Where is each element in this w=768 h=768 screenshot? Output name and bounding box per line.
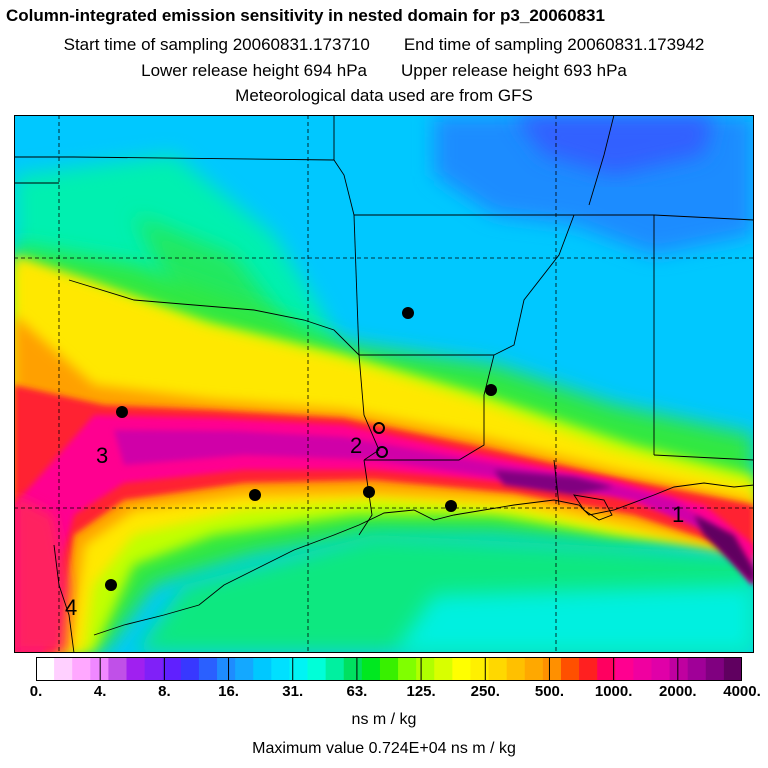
sampling-times: Start time of sampling 20060831.173710 En… bbox=[0, 35, 768, 55]
colorbar-cell bbox=[560, 657, 580, 681]
colorbar-cell bbox=[289, 657, 309, 681]
colorbar-cell bbox=[633, 657, 652, 681]
site-label-2: 2 bbox=[350, 433, 362, 458]
colorbar-cell bbox=[470, 657, 490, 681]
colorbar-cell bbox=[343, 657, 363, 681]
colorbar-tick-label: 31. bbox=[282, 683, 304, 700]
site-label-4: 4 bbox=[65, 595, 77, 620]
colorbar-cell bbox=[524, 657, 544, 681]
release-point-marker bbox=[373, 422, 385, 434]
colorbar-units: ns m / kg bbox=[351, 711, 417, 728]
end-time-label: End time of sampling 20060831.173942 bbox=[403, 35, 705, 54]
colorbar-tick-label: 8. bbox=[158, 683, 171, 700]
colorbar-cell bbox=[723, 657, 742, 681]
colorbar-cell bbox=[90, 657, 109, 681]
site-label-3: 3 bbox=[96, 443, 108, 468]
colorbar-cell bbox=[615, 657, 634, 681]
site-label-1: 1 bbox=[672, 502, 684, 527]
maximum-value-label: Maximum value 0.724E+04 ns m / kg bbox=[252, 740, 516, 757]
colorbar-tick-label: 4. bbox=[93, 683, 107, 700]
colorbar-cell bbox=[144, 657, 164, 681]
site-marker bbox=[402, 307, 414, 319]
colorbar-cell bbox=[488, 657, 508, 681]
colorbar-cell bbox=[416, 657, 435, 681]
colorbar-cell bbox=[72, 657, 91, 681]
colorbar-tick-label: 1000. bbox=[594, 683, 633, 700]
sites bbox=[105, 307, 497, 591]
colorbar-tick-label: 250. bbox=[470, 683, 500, 700]
colorbar-cell bbox=[325, 657, 345, 681]
colorbar-cell bbox=[579, 657, 598, 681]
colorbar-cell bbox=[307, 657, 327, 681]
colorbar-cell bbox=[235, 657, 254, 681]
colorbar-cell bbox=[669, 657, 689, 681]
map-boundaries bbox=[14, 115, 754, 653]
colorbar-cell bbox=[253, 657, 272, 681]
colorbar-cell bbox=[597, 657, 616, 681]
colorbar-tick-label: 63. bbox=[346, 683, 368, 700]
site-marker bbox=[445, 500, 457, 512]
site-marker bbox=[363, 486, 375, 498]
colorbar-tick-label: 2000. bbox=[659, 683, 697, 700]
colorbar-cell bbox=[379, 657, 399, 681]
met-data-label: Meteorological data used are from GFS bbox=[235, 86, 533, 105]
colorbar-cell bbox=[271, 657, 290, 681]
colorbar-cell bbox=[361, 657, 381, 681]
colorbar-cell bbox=[705, 657, 725, 681]
site-marker bbox=[249, 489, 261, 501]
colorbar-cell bbox=[36, 657, 55, 681]
colorbar-cell bbox=[162, 657, 182, 681]
colorbar-cell bbox=[452, 657, 471, 681]
colorbar-cell bbox=[108, 657, 128, 681]
sensitivity-map: 1 2 3 4 bbox=[14, 115, 754, 653]
colorbar-tick-label: 125. bbox=[406, 683, 436, 700]
colorbar bbox=[36, 657, 742, 681]
lower-release-label: Lower release height 694 hPa bbox=[141, 61, 367, 80]
colorbar-cell bbox=[126, 657, 146, 681]
graticule bbox=[14, 115, 754, 653]
site-marker bbox=[116, 406, 128, 418]
site-labels: 1 2 3 4 bbox=[65, 433, 684, 620]
map-frame bbox=[14, 115, 754, 653]
colorbar-cell bbox=[198, 657, 218, 681]
colorbar-cell bbox=[651, 657, 671, 681]
release-point-marker bbox=[376, 446, 388, 458]
colorbar-cell bbox=[217, 657, 236, 681]
colorbar-cell bbox=[398, 657, 417, 681]
colorbar-cells bbox=[36, 657, 742, 681]
release-heights: Lower release height 694 hPa Upper releas… bbox=[0, 61, 768, 81]
start-time-label: Start time of sampling 20060831.173710 bbox=[63, 35, 370, 54]
site-marker bbox=[485, 384, 497, 396]
colorbar-cell bbox=[54, 657, 73, 681]
site-marker bbox=[105, 579, 117, 591]
sensitivity-field bbox=[14, 115, 754, 653]
colorbar-cell bbox=[180, 657, 200, 681]
plot-title: Column-integrated emission sensitivity i… bbox=[6, 6, 605, 25]
colorbar-tick-label: 0. bbox=[29, 683, 43, 700]
colorbar-tick-label: 16. bbox=[218, 683, 239, 700]
colorbar-cell bbox=[687, 657, 707, 681]
colorbar-tick-label: 4000. bbox=[723, 683, 761, 700]
colorbar-cell bbox=[434, 657, 453, 681]
colorbar-tick-label: 500. bbox=[534, 683, 565, 700]
upper-release-label: Upper release height 693 hPa bbox=[401, 61, 627, 80]
colorbar-cell bbox=[506, 657, 526, 681]
colorbar-cell bbox=[542, 657, 562, 681]
